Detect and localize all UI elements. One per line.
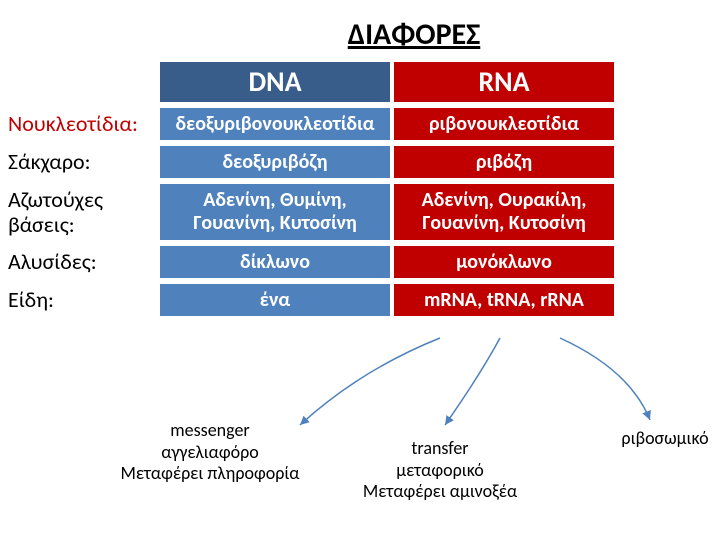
trna-line3: Μεταφέρει αμινοξέα — [340, 481, 540, 503]
row-sugar: Σάκχαρο: δεοξυριβόζη ριβόζη — [8, 146, 708, 178]
annotation-mrna: messenger αγγελιαφόρο Μεταφέρει πληροφορ… — [105, 420, 315, 485]
row-bases: Αζωτούχες βάσεις: Αδενίνη, Θυμίνη, Γουαν… — [8, 184, 708, 240]
header-dna: DNA — [160, 62, 390, 102]
rna-bases: Αδενίνη, Ουρακίλη, Γουανίνη, Κυτοσίνη — [394, 184, 614, 240]
page-title: ΔΙΑΦΟΡΕΣ — [100, 0, 728, 61]
rna-nucleotides: ριβονουκλεοτίδια — [394, 108, 614, 140]
dna-bases: Αδενίνη, Θυμίνη, Γουανίνη, Κυτοσίνη — [160, 184, 390, 240]
annotation-trna: transfer μεταφορικό Μεταφέρει αμινοξέα — [340, 438, 540, 503]
dna-nucleotides: δεοξυριβονουκλεοτίδια — [160, 108, 390, 140]
mrna-line2: αγγελιαφόρο — [105, 442, 315, 464]
label-bases: Αζωτούχες βάσεις: — [8, 187, 160, 238]
label-types: Είδη: — [8, 287, 160, 312]
label-nucleotides: Νουκλεοτίδια: — [8, 111, 160, 136]
mrna-line1: messenger — [105, 420, 315, 442]
rrna-line1: ριβοσωμικό — [600, 428, 728, 450]
rna-sugar: ριβόζη — [394, 146, 614, 178]
dna-sugar: δεοξυριβόζη — [160, 146, 390, 178]
label-sugar: Σάκχαρο: — [8, 149, 160, 174]
header-rna: RNA — [394, 62, 614, 102]
row-types: Είδη: ένα mRNA, tRNA, rRNA — [8, 284, 708, 316]
header-row: DNA RNA — [8, 62, 708, 102]
dna-types: ένα — [160, 284, 390, 316]
row-nucleotides: Νουκλεοτίδια: δεοξυριβονουκλεοτίδια ριβο… — [8, 108, 708, 140]
trna-line1: transfer — [340, 438, 540, 460]
row-strands: Αλυσίδες: δίκλωνο μονόκλωνο — [8, 246, 708, 278]
annotation-rrna: ριβοσωμικό — [600, 428, 728, 450]
rna-types: mRNA, tRNA, rRNA — [394, 284, 614, 316]
trna-line2: μεταφορικό — [340, 460, 540, 482]
dna-strands: δίκλωνο — [160, 246, 390, 278]
mrna-line3: Μεταφέρει πληροφορία — [105, 463, 315, 485]
comparison-table: DNA RNA Νουκλεοτίδια: δεοξυριβονουκλεοτί… — [8, 62, 708, 322]
rna-strands: μονόκλωνο — [394, 246, 614, 278]
label-strands: Αλυσίδες: — [8, 249, 160, 274]
